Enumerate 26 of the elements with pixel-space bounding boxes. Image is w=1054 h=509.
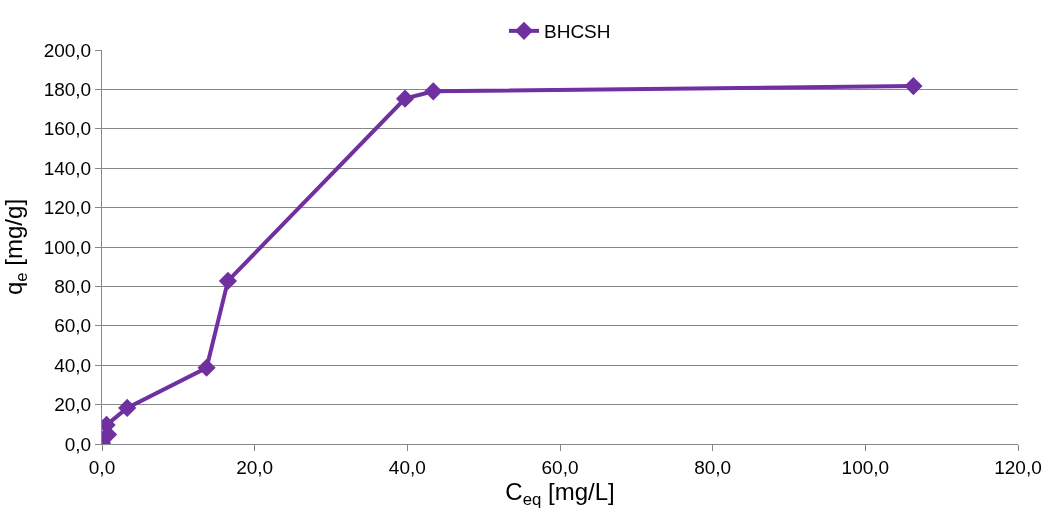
y-tick-label: 80,0 [54, 276, 92, 298]
y-tick-label: 0,0 [64, 433, 92, 455]
y-tick-label: 100,0 [43, 236, 92, 258]
x-tick-label: 100,0 [841, 456, 890, 478]
x-tick-label: 40,0 [388, 456, 426, 478]
point [395, 89, 415, 108]
x-axis-title: C$_{eq}$ [mg/L] [505, 477, 615, 509]
y-tick-label: 160,0 [43, 118, 92, 140]
legend-label: BHCSH [544, 21, 611, 43]
y-tick-label: 200,0 [43, 39, 92, 61]
y-tick-label: 20,0 [54, 394, 92, 416]
y-tick-label: 140,0 [43, 157, 92, 179]
y-tick-label: 180,0 [43, 79, 92, 101]
point [197, 358, 216, 377]
y-tick-label: 120,0 [43, 197, 92, 219]
y-tick-label: 60,0 [54, 315, 92, 337]
x-tick-label: 60,0 [541, 456, 579, 478]
point [904, 76, 923, 96]
y-tick-label: 40,0 [54, 354, 92, 376]
point [218, 271, 238, 290]
x-tick-label: 120,0 [994, 456, 1042, 478]
point [424, 82, 443, 101]
point [118, 398, 137, 418]
x-tick-label: 20,0 [236, 456, 274, 478]
x-tick-label: 80,0 [694, 456, 732, 478]
x-tick-label: 0,0 [88, 456, 116, 478]
